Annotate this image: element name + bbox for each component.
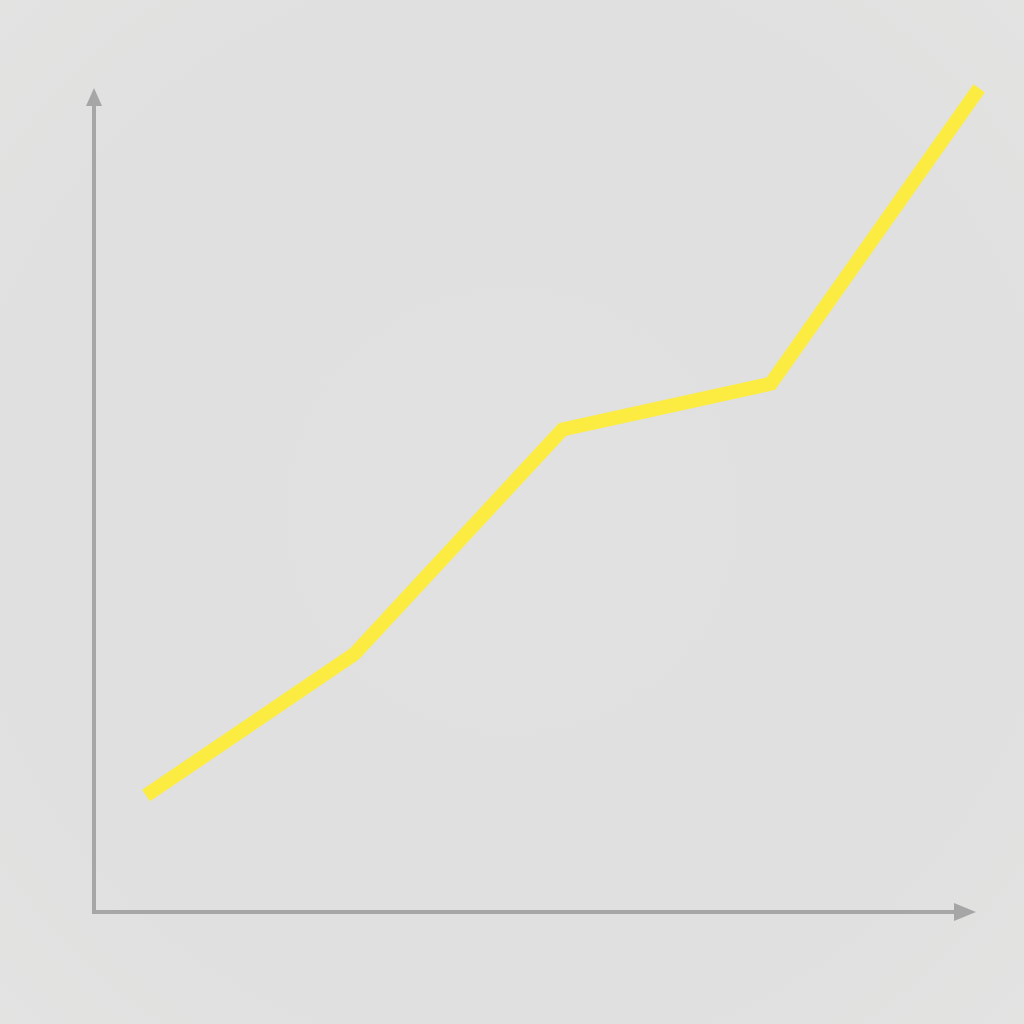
y-axis-arrowhead [86, 88, 102, 106]
series-line-1 [142, 84, 985, 802]
x-axis-arrowhead [954, 903, 976, 921]
